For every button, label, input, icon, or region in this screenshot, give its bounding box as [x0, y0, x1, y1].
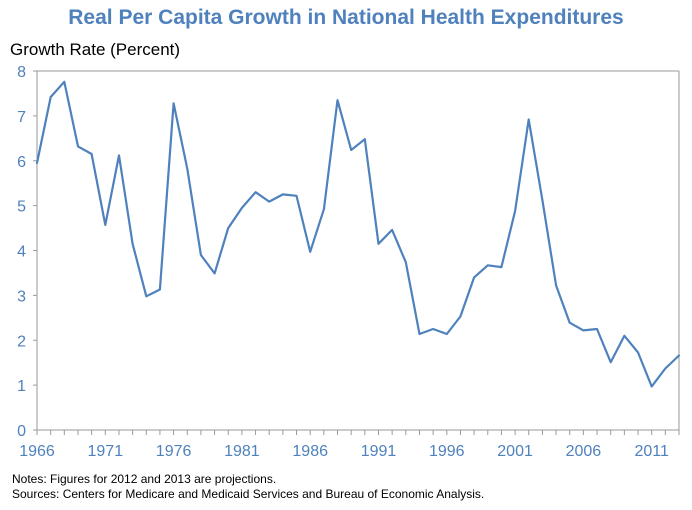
y-tick-label: 6	[17, 154, 26, 171]
x-tick-label: 1976	[156, 443, 192, 460]
chart-notes: Notes: Figures for 2012 and 2013 are pro…	[12, 472, 484, 502]
y-tick-label: 4	[17, 244, 26, 261]
x-tick-label: 2011	[634, 443, 669, 460]
x-tick-label: 1966	[19, 443, 55, 460]
y-axis-label: Growth Rate (Percent)	[10, 40, 181, 59]
y-tick-label: 0	[17, 423, 26, 440]
y-tick-label: 7	[17, 109, 26, 126]
x-tick-label: 1986	[292, 443, 328, 460]
y-tick-label: 5	[17, 199, 26, 216]
notes-text: Notes: Figures for 2012 and 2013 are pro…	[12, 472, 277, 486]
sources-text: Sources: Centers for Medicare and Medica…	[12, 487, 485, 501]
x-tick-label: 1981	[224, 443, 260, 460]
x-tick-label: 1991	[361, 443, 397, 460]
y-tick-label: 2	[17, 333, 26, 350]
y-tick-label: 3	[17, 288, 26, 305]
line-chart: 0 1 2 3 4 5 6 7 8 1966 1971 1976 1981 1986 1991 1996 200…	[17, 64, 681, 460]
series-line	[35, 80, 681, 388]
y-tick-label: 8	[17, 64, 26, 81]
x-tick-label: 1971	[88, 443, 124, 460]
x-tick-label: 2001	[497, 443, 533, 460]
chart-title: Real Per Capita Growth in National Healt…	[68, 6, 624, 29]
x-tick-label: 2006	[566, 443, 602, 460]
x-tick-label: 1996	[429, 443, 465, 460]
y-tick-label: 1	[17, 378, 26, 395]
